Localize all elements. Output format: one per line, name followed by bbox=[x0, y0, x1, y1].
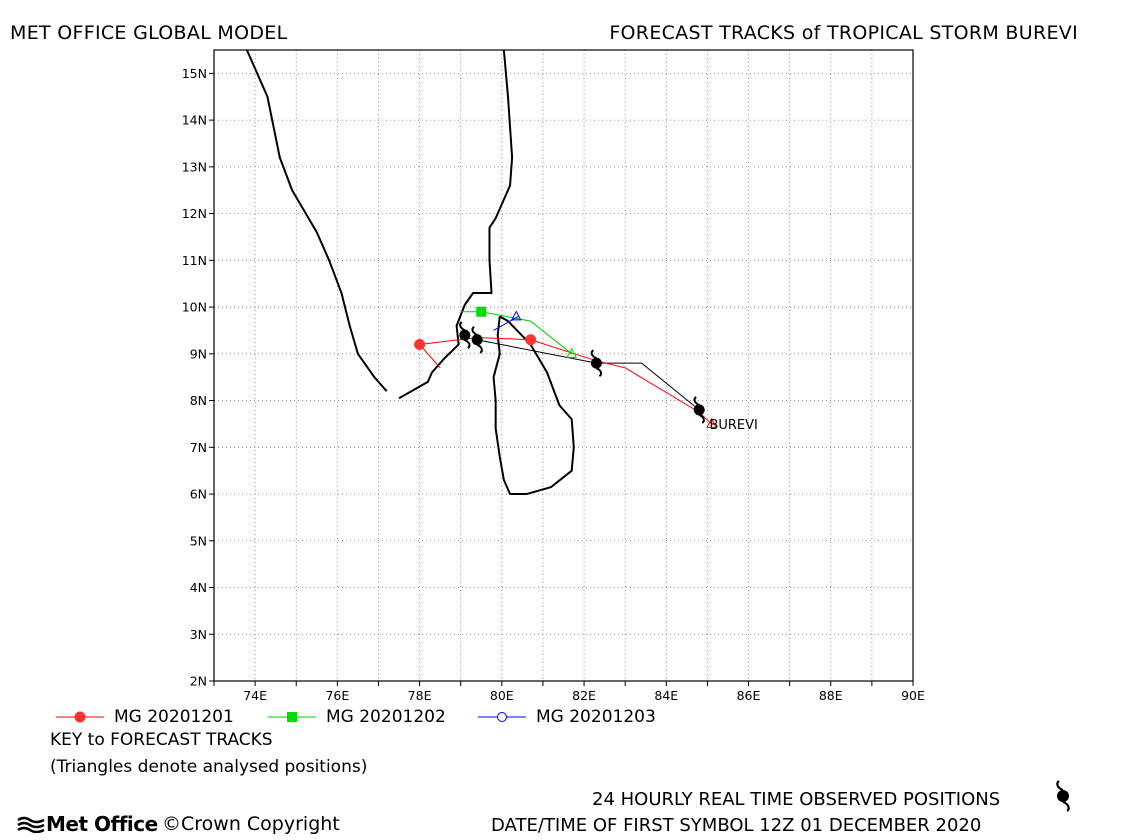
map-title-right: FORECAST TRACKS of TROPICAL STORM BUREVI bbox=[609, 22, 1078, 44]
x-tick-label: 76E bbox=[325, 688, 349, 703]
observed-positions-label: 24 HOURLY REAL TIME OBSERVED POSITIONS bbox=[592, 789, 1001, 810]
analysed-position-triangle bbox=[706, 417, 717, 428]
x-tick-label: 78E bbox=[408, 688, 432, 703]
met-office-logo-text: Met Office bbox=[46, 812, 158, 836]
forecast-track-line bbox=[418, 336, 712, 425]
y-tick-label: 12N bbox=[182, 206, 207, 221]
x-tick-label: 74E bbox=[243, 688, 267, 703]
y-tick-label: 9N bbox=[190, 346, 207, 361]
legend-item-mg-20201203: MG 20201203 bbox=[476, 707, 656, 727]
y-tick-label: 10N bbox=[182, 300, 207, 315]
legend-swatch-green-square-icon bbox=[268, 712, 316, 722]
y-tick-label: 3N bbox=[190, 627, 207, 642]
y-tick-label: 11N bbox=[182, 253, 207, 268]
map-grid bbox=[213, 50, 914, 682]
legend-label: MG 20201201 bbox=[114, 707, 234, 727]
coastline bbox=[245, 49, 388, 392]
coastlines bbox=[245, 49, 575, 496]
forecast-track-line bbox=[493, 315, 519, 331]
crown-copyright: ©Crown Copyright bbox=[162, 813, 340, 835]
legend-label: MG 20201203 bbox=[536, 707, 656, 727]
cyclone-arm bbox=[476, 343, 483, 354]
cyclone-arm bbox=[464, 339, 471, 349]
x-tick-label: 82E bbox=[572, 688, 596, 703]
coastline bbox=[492, 315, 575, 496]
y-tick-label: 6N bbox=[190, 487, 207, 502]
cyclone-arm bbox=[471, 325, 478, 336]
observed-track-line bbox=[477, 339, 700, 411]
forecast-marker-square bbox=[476, 306, 487, 317]
forecast-track-line bbox=[460, 311, 573, 355]
coastline bbox=[398, 49, 514, 400]
cyclone-eye bbox=[471, 334, 483, 346]
cyclone-arm bbox=[693, 396, 700, 406]
cyclone-eye bbox=[590, 357, 602, 369]
track-lines bbox=[418, 311, 712, 425]
cyclone-eye bbox=[693, 404, 705, 416]
y-tick-label: 4N bbox=[190, 580, 207, 595]
x-tick-label: 86E bbox=[737, 688, 761, 703]
forecast-marker-circle bbox=[414, 338, 426, 350]
forecast-marker-circle bbox=[525, 334, 537, 346]
y-tick-label: 5N bbox=[190, 533, 207, 548]
y-tick-label: 15N bbox=[182, 66, 207, 81]
legend-item-mg-20201201: MG 20201201 bbox=[54, 707, 234, 727]
x-tick-label: 90E bbox=[901, 688, 925, 703]
storm-name-label: BUREVI bbox=[709, 418, 757, 433]
cyclone-symbol-icon bbox=[1056, 780, 1070, 812]
cyclone-arm bbox=[590, 349, 597, 360]
y-tick-label: 14N bbox=[182, 113, 207, 128]
map-title-left: MET OFFICE GLOBAL MODEL bbox=[10, 22, 288, 44]
map-frame bbox=[213, 49, 914, 682]
cyclone-arm bbox=[459, 321, 466, 332]
cyclone-symbol-icon bbox=[693, 396, 705, 424]
map-axes: 74E 76E 78E 80E 82E 84E 86E 88E 90E 2N 3N 4N 5N 6N 7N 8… bbox=[182, 66, 925, 703]
track-markers bbox=[414, 306, 717, 428]
cyclone-symbol-icon bbox=[590, 349, 603, 377]
key-note: (Triangles denote analysed positions) bbox=[50, 757, 368, 777]
x-tick-label: 84E bbox=[654, 688, 678, 703]
legend-swatch-blue-open-circle-icon bbox=[478, 712, 526, 722]
y-tick-label: 7N bbox=[190, 440, 207, 455]
y-tick-label: 13N bbox=[182, 159, 207, 174]
first-symbol-datetime: DATE/TIME OF FIRST SYMBOL 12Z 01 DECEMBE… bbox=[491, 815, 982, 836]
cyclone-eye bbox=[459, 329, 471, 341]
cyclone-arm bbox=[698, 413, 705, 424]
y-tick-label: 8N bbox=[190, 393, 207, 408]
legend-label: MG 20201202 bbox=[326, 707, 446, 727]
x-tick-label: 88E bbox=[819, 688, 843, 703]
cyclone-symbol-icon bbox=[471, 325, 483, 354]
cyclone-arm bbox=[595, 367, 603, 377]
analysed-position-triangle bbox=[510, 310, 522, 321]
analysed-position-triangle bbox=[566, 347, 578, 358]
met-office-logo: Met Office bbox=[16, 812, 158, 836]
cyclone-symbol-icon bbox=[459, 321, 471, 349]
key-title: KEY to FORECAST TRACKS bbox=[50, 730, 273, 750]
legend-item-mg-20201202: MG 20201202 bbox=[266, 707, 446, 727]
x-tick-label: 80E bbox=[490, 688, 514, 703]
y-tick-label: 2N bbox=[190, 674, 207, 689]
legend-swatch-red-circle-icon bbox=[56, 711, 104, 723]
met-office-wave-icon bbox=[17, 816, 45, 833]
